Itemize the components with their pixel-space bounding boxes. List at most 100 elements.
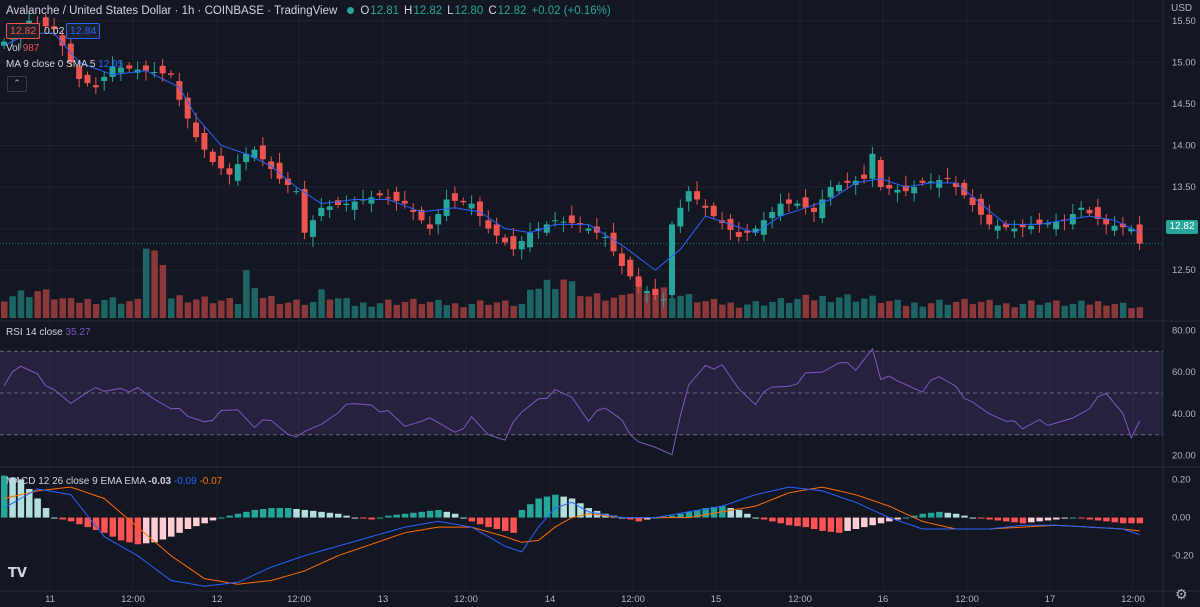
volume-bar (593, 293, 601, 318)
candle-body (351, 201, 358, 210)
high-label: H (404, 5, 413, 17)
volume-bar (602, 300, 609, 318)
volume-bar (502, 300, 509, 318)
candle-body (159, 65, 166, 74)
candle-body (844, 180, 851, 183)
volume-bar (635, 279, 643, 318)
macd-hist-bar (351, 517, 359, 519)
candle-body (101, 76, 108, 82)
volume-bar (861, 298, 868, 318)
volume-bar (1019, 303, 1027, 318)
macd-tick-label: 0.20 (1172, 474, 1191, 485)
symbol-title[interactable]: Avalanche / United States Dollar · 1h · … (6, 5, 338, 17)
macd-hist-bar (493, 517, 501, 529)
candle-body (485, 220, 492, 229)
volume-bar (151, 250, 158, 318)
macd-tick-label: -0.20 (1172, 551, 1194, 562)
volume-bar (435, 299, 442, 318)
x-tick-label: 12:00 (287, 594, 311, 605)
macd-hist-bar (1044, 517, 1052, 521)
candle-body (468, 203, 475, 209)
buy-price-button[interactable]: 12.84 (66, 23, 101, 39)
macd-hist-bar (527, 504, 534, 518)
rsi-legend[interactable]: RSI 14 close 35.27 (6, 326, 91, 340)
macd-hist-bar (84, 517, 91, 528)
macd-hist-bar (468, 517, 476, 522)
macd-hist-bar (209, 517, 217, 521)
volume-bar (1136, 307, 1144, 318)
spread-value: 0.02 (44, 25, 65, 37)
volume-bar (927, 303, 935, 318)
macd-hist-bar (552, 494, 559, 518)
ma-label: MA 9 close 0 SMA 5 (6, 59, 96, 70)
volume-label: Vol (6, 43, 20, 54)
volume-bar (735, 307, 743, 318)
macd-hist-bar (1069, 517, 1077, 519)
volume-bar (451, 303, 459, 318)
macd-hist-bar (944, 512, 952, 518)
chevron-up-icon[interactable]: ⌃ (7, 76, 27, 92)
volume-bar (226, 298, 233, 318)
macd-hist-bar (827, 517, 835, 532)
price-tick-label: 15.00 (1172, 57, 1196, 68)
volume-bar (902, 305, 910, 318)
volume-bar (218, 300, 225, 318)
volume-bar (677, 295, 684, 318)
candle-body (1053, 221, 1060, 230)
ma-legend[interactable]: MA 9 close 0 SMA 5 12.95 (6, 58, 123, 72)
candle-body (209, 151, 216, 163)
sell-price-button[interactable]: 12.82 (6, 23, 41, 39)
currency-label[interactable]: USD (1171, 3, 1193, 14)
tradingview-logo[interactable]: TV (8, 566, 27, 581)
rsi-label: RSI 14 close (6, 327, 63, 338)
candle-body (877, 160, 884, 188)
candle-body (936, 180, 943, 188)
macd-hist-bar (1, 475, 8, 518)
macd-hist-value: -0.03 (148, 476, 172, 487)
macd-legend[interactable]: MACD 12 26 close 9 EMA EMA -0.03 -0.09 -… (6, 475, 222, 489)
change-value: +0.02 (+0.16%) (531, 5, 611, 17)
candle-body (76, 66, 83, 79)
candle-body (243, 153, 250, 163)
volume-bar (84, 298, 91, 318)
candle-body (92, 85, 99, 88)
candle-body (51, 26, 58, 30)
volume-bar (1078, 300, 1085, 318)
candle-body (184, 97, 191, 119)
low-label: L (447, 5, 454, 17)
volume-bar (936, 299, 943, 318)
candle-body (735, 232, 742, 237)
x-tick-label: 17 (1045, 594, 1056, 605)
macd-hist-bar (59, 517, 66, 520)
volume-bar (1044, 302, 1052, 318)
macd-hist-bar (318, 511, 325, 518)
high-value: 12.82 (413, 5, 443, 17)
volume-bar (410, 298, 417, 318)
gear-icon[interactable]: ⚙ (1175, 586, 1188, 602)
candle-body (769, 211, 776, 219)
candle-body (435, 214, 442, 225)
volume-bar (852, 301, 860, 318)
volume-bar (360, 302, 367, 318)
candle-body (117, 67, 124, 73)
macd-hist-bar (510, 517, 517, 533)
macd-hist-bar (460, 517, 467, 519)
volume-bar (493, 302, 501, 318)
volume-bar (9, 296, 16, 318)
macd-hist-bar (1003, 517, 1010, 522)
volume-bar (1, 301, 8, 318)
macd-hist-bar (201, 517, 208, 524)
macd-hist-bar (151, 517, 158, 543)
macd-hist-bar (886, 517, 893, 522)
volume-bar (952, 301, 960, 318)
macd-hist-bar (927, 512, 935, 518)
macd-hist-bar (1119, 517, 1127, 524)
candle-body (126, 65, 133, 69)
x-tick-label: 12:00 (454, 594, 478, 605)
candle-body (560, 221, 567, 223)
volume-legend[interactable]: Vol 987 (6, 42, 39, 56)
candle-body (343, 203, 350, 206)
candle-body (1003, 223, 1009, 228)
candle-body (602, 236, 609, 238)
